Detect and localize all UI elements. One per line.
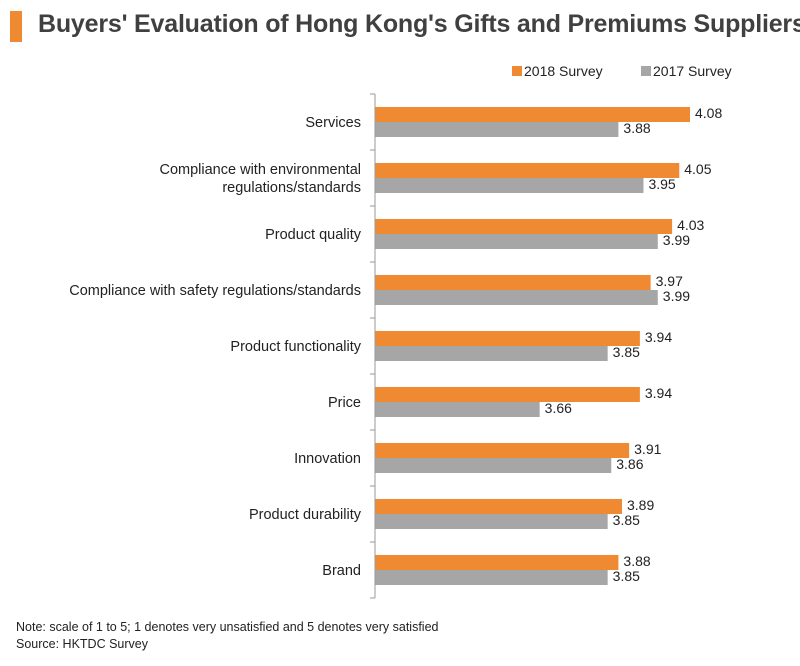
legend-swatch xyxy=(641,66,651,76)
data-label: 4.05 xyxy=(684,161,711,177)
bar xyxy=(375,107,690,122)
chart-note: Note: scale of 1 to 5; 1 denotes very un… xyxy=(16,620,439,634)
chart-title: Buyers' Evaluation of Hong Kong's Gifts … xyxy=(38,10,800,38)
category-label: Innovation xyxy=(294,451,361,467)
category-label: Product durability xyxy=(249,507,362,523)
bar xyxy=(375,219,673,234)
data-label: 3.97 xyxy=(656,273,683,289)
chart-source: Source: HKTDC Survey xyxy=(16,637,148,651)
data-label: 3.88 xyxy=(623,120,650,136)
data-label: 3.91 xyxy=(634,441,661,457)
category-label: Price xyxy=(328,395,361,411)
bar xyxy=(375,443,630,458)
data-label: 3.94 xyxy=(645,329,672,345)
title-accent-bar xyxy=(10,11,22,42)
legend-label: 2018 Survey xyxy=(524,63,603,79)
data-label: 3.85 xyxy=(613,512,640,528)
category-label: Compliance with environmental xyxy=(160,162,362,178)
category-label: Compliance with safety regulations/stand… xyxy=(69,283,361,299)
category-label: Product functionality xyxy=(230,339,361,355)
bar xyxy=(375,331,640,346)
category-label: regulations/standards xyxy=(222,180,361,196)
data-label: 3.95 xyxy=(648,176,675,192)
bar xyxy=(375,514,608,529)
bar xyxy=(375,122,619,137)
data-label: 3.66 xyxy=(545,400,572,416)
data-label: 3.85 xyxy=(613,344,640,360)
data-label: 4.03 xyxy=(677,217,704,233)
legend-label: 2017 Survey xyxy=(653,63,732,79)
bar xyxy=(375,499,622,514)
bar xyxy=(375,346,608,361)
bar xyxy=(375,458,612,473)
bar-chart: 2018 Survey 2017 Survey 4.08 3.88 Services 4.… xyxy=(69,63,732,599)
legend-swatch xyxy=(512,66,522,76)
bar xyxy=(375,290,658,305)
data-label: 3.94 xyxy=(645,385,672,401)
category-label: Product quality xyxy=(265,227,362,243)
bar xyxy=(375,387,640,402)
data-label: 3.85 xyxy=(613,568,640,584)
data-label: 3.88 xyxy=(623,553,650,569)
data-label: 3.89 xyxy=(627,497,654,513)
data-label: 3.99 xyxy=(663,288,690,304)
data-label: 4.08 xyxy=(695,105,722,121)
data-label: 3.86 xyxy=(616,456,643,472)
data-label: 3.99 xyxy=(663,232,690,248)
bar xyxy=(375,570,608,585)
bar xyxy=(375,163,680,178)
bar xyxy=(375,555,619,570)
category-label: Services xyxy=(305,115,361,131)
bar xyxy=(375,178,644,193)
bar xyxy=(375,275,651,290)
bar xyxy=(375,234,658,249)
category-label: Brand xyxy=(322,563,361,579)
bar xyxy=(375,402,540,417)
